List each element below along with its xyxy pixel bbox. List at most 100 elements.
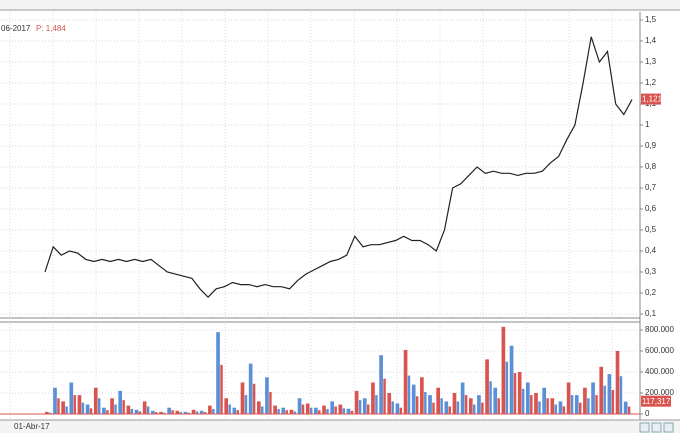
volume-bar [501,326,506,414]
volume-bar [301,404,305,414]
volume-bar [481,402,484,414]
volume-bar [513,373,517,414]
top-strip [0,0,680,10]
volume-bar [126,405,131,414]
y-tick-label: 1 [645,120,650,129]
volume-bar [538,401,541,414]
volume-bar [407,375,411,414]
volume-bar [579,402,582,414]
y-tick-label: 0,9 [645,141,657,150]
volume-bar [411,384,416,414]
y-tick-label: 0,8 [645,162,657,171]
volume-bar [570,395,574,414]
volume-bar [146,406,150,414]
volume-bar [163,412,166,414]
volume-bar [530,395,533,414]
volume-bar [391,401,394,414]
volume-bar [167,407,171,414]
volume-bar [142,401,147,414]
volume-bar [220,364,223,414]
y-tick-label: 0,5 [645,225,657,234]
y-tick-label: 1,5 [645,15,657,24]
header-date: 06-2017 [1,24,31,33]
volume-bar [587,398,590,414]
volume-bar [546,398,549,414]
volume-bar [93,387,98,414]
volume-bar [448,406,452,414]
volume-bar [342,408,346,414]
volume-bar [195,411,199,414]
volume-bar [240,382,245,414]
y-tick-label: 0,2 [645,288,657,297]
volume-bar [322,405,326,414]
volume-bar [521,388,525,414]
toolbar-button[interactable] [651,422,662,433]
volume-bar [183,411,188,414]
volume-bar [102,407,106,414]
volume-bar [350,410,354,414]
volume-bar [497,398,500,414]
volume-bar [383,378,386,414]
volume-bar [367,404,370,414]
y-tick-label: 200.000 [645,388,674,397]
volume-bar [505,361,509,414]
volume-bar [265,377,269,414]
volume-bar [309,407,313,414]
volume-bar [199,410,204,414]
volume-bar [85,404,90,414]
volume-bar [607,374,612,414]
volume-bar [599,366,604,414]
volume-bar [297,398,302,414]
volume-bar [248,363,253,414]
volume-bar [61,401,65,414]
volume-bar [415,396,419,414]
volume-bar [69,382,74,414]
volume-bar [97,398,101,414]
toolbar-button[interactable] [639,422,650,433]
volume-bar [424,391,427,414]
toolbar-button[interactable] [663,422,674,433]
volume-bar [73,395,76,414]
volume-bar [493,387,498,414]
volume-bar [375,395,378,414]
volume-bar [615,351,620,414]
volume-bar [318,410,321,414]
y-tick-label: 0,4 [645,246,657,255]
volume-bar [574,395,579,414]
volume-bar [456,401,460,414]
volume-bar [155,412,158,414]
volume-bar [77,395,82,414]
volume-bar [603,385,606,414]
volume-bar [526,382,530,414]
volume-bar [326,408,329,414]
volume-bar [256,401,261,414]
volume-bar [179,412,182,414]
volume-bar [485,359,489,414]
y-tick-label: 0,3 [645,267,657,276]
volume-bar [444,401,449,414]
volume-bar [191,409,196,414]
volume-bar [387,393,392,414]
volume-bar [566,382,571,414]
volume-bar [45,411,49,414]
volume-bar [489,381,492,414]
volume-bar [542,387,546,414]
volume-bar [122,400,125,414]
volume-bar [420,377,424,414]
volume-bar [452,393,457,414]
volume-bar [619,376,623,414]
volume-bar [611,390,615,414]
header-price: P: 1,484 [36,24,66,33]
y-tick-label: 0,7 [645,183,657,192]
volume-bar [273,405,277,414]
volume-bar [175,410,180,414]
volume-bar [138,411,142,414]
volume-bar [106,410,109,414]
volume-bar [554,404,557,414]
volume-bar [159,411,163,414]
volume-bar [216,332,220,414]
volume-bar [81,402,85,414]
volume-bar [130,408,134,414]
